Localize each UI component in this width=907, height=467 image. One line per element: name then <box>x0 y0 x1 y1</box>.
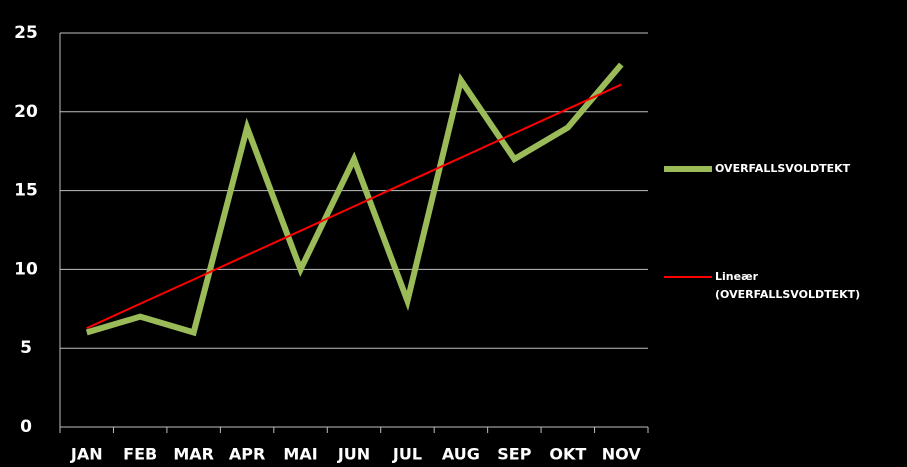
x-tick-label: JUL <box>392 445 422 464</box>
x-tick-label: NOV <box>602 445 642 464</box>
series-line <box>85 62 624 337</box>
y-tick-label: 25 <box>14 23 38 43</box>
legend-swatch <box>664 166 712 172</box>
x-tick-label: SEP <box>497 445 531 464</box>
x-tick-label: JAN <box>70 445 103 464</box>
x-tick-label: MAI <box>283 445 317 464</box>
x-tick-label: AUG <box>442 445 480 464</box>
x-tick-label: MAR <box>173 445 214 464</box>
series-line <box>86 83 622 330</box>
legend-label: OVERFALLSVOLDTEKT <box>715 162 851 175</box>
y-tick-label: 20 <box>14 102 38 122</box>
y-tick-label: 5 <box>20 338 32 358</box>
x-tick-label: JUN <box>337 445 370 464</box>
y-tick-label: 10 <box>14 259 38 279</box>
x-tick-label: FEB <box>123 445 157 464</box>
y-tick-label: 15 <box>14 181 38 201</box>
legend-swatch <box>664 276 712 278</box>
y-tick-label: 0 <box>20 417 32 437</box>
x-tick-label: APR <box>229 445 265 464</box>
x-tick-label: OKT <box>549 445 586 464</box>
legend-label: Lineær (OVERFALLSVOLDTEKT) <box>715 270 861 301</box>
